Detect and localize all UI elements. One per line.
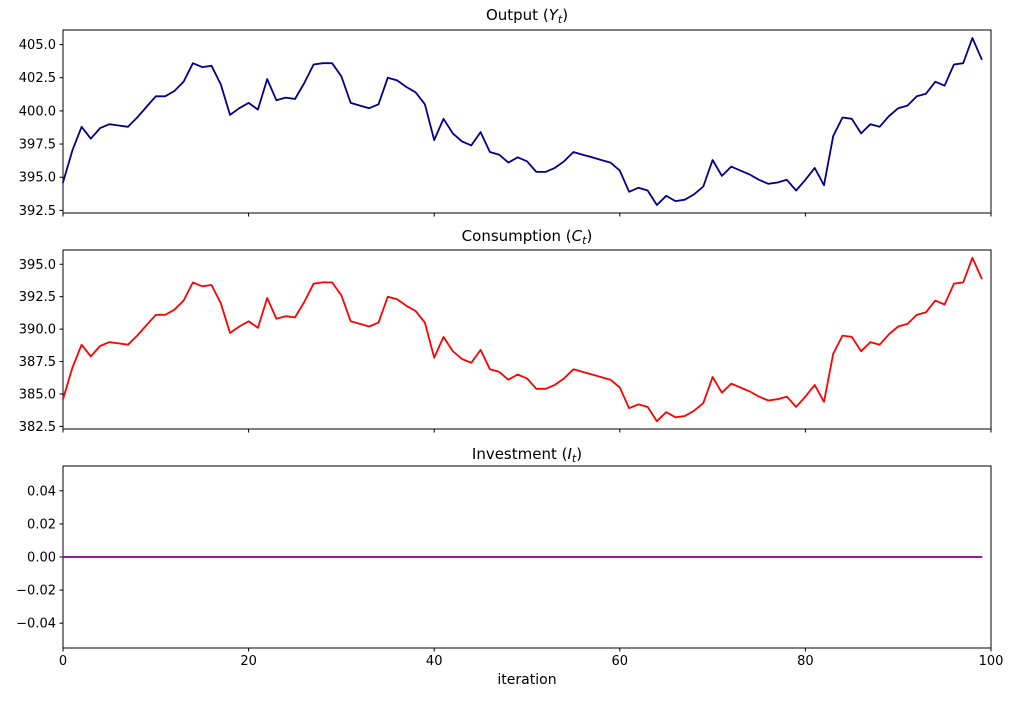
title-text: Investment (	[471, 445, 568, 463]
x-tick-label: 40	[426, 654, 443, 669]
y-tick-label: 385.0	[19, 387, 56, 402]
output-subplot: 405.0 402.5 400.0 397.5 395.0 392.5	[19, 29, 992, 219]
title-text: )	[586, 227, 593, 245]
y-tick-label: 397.5	[19, 138, 56, 153]
subplot-investment-title: Investment (It)	[63, 445, 991, 465]
title-text: Output (	[485, 6, 549, 24]
subplot-consumption-title: Consumption (Ct)	[63, 227, 991, 247]
consumption-line	[62, 256, 983, 423]
title-math-var: Y	[548, 6, 558, 24]
x-tick-label: 0	[59, 654, 67, 669]
title-math-sub: t	[557, 13, 563, 26]
y-tick-label: 395.0	[19, 258, 56, 273]
output-axes-box	[62, 29, 992, 214]
y-tick-label: 392.5	[19, 204, 56, 219]
x-tick-label: 20	[240, 654, 257, 669]
x-tick-label: 80	[797, 654, 814, 669]
y-tick-label: 0.02	[27, 517, 56, 532]
subplot-output-title: Output (Yt)	[63, 6, 991, 26]
y-tick-label: 382.5	[19, 420, 56, 435]
y-tick-label: 0.00	[27, 551, 56, 566]
x-tick-label: 100	[979, 654, 1004, 669]
y-tick-label: 405.0	[19, 38, 56, 53]
y-tick-label: 395.0	[19, 171, 56, 186]
y-tick-label: 402.5	[19, 71, 56, 86]
title-text: )	[562, 6, 569, 24]
y-tick-label: −0.04	[16, 617, 56, 632]
consumption-subplot: 395.0 392.5 390.0 387.5 385.0 382.5	[19, 249, 992, 435]
y-tick-label: 400.0	[19, 104, 56, 119]
x-axis-label: iteration	[497, 672, 557, 688]
output-line	[62, 37, 983, 206]
y-tick-label: 0.04	[27, 484, 56, 499]
title-text: )	[576, 445, 583, 463]
title-math-var: I	[567, 445, 572, 463]
y-tick-label: −0.02	[16, 584, 56, 599]
title-math-sub: t	[582, 234, 587, 247]
consumption-axes-box	[62, 249, 992, 430]
y-tick-label: 387.5	[19, 355, 56, 370]
title-math-var: C	[571, 227, 583, 245]
y-tick-label: 390.0	[19, 323, 56, 338]
title-text: Consumption (	[461, 227, 572, 245]
title-math-sub: t	[571, 452, 577, 465]
x-tick-label: 60	[612, 654, 629, 669]
y-tick-label: 392.5	[19, 290, 56, 305]
investment-subplot: 0.04 0.02 0.00 −0.02 −0.04 0 20 40 60 80 100	[16, 465, 1004, 669]
